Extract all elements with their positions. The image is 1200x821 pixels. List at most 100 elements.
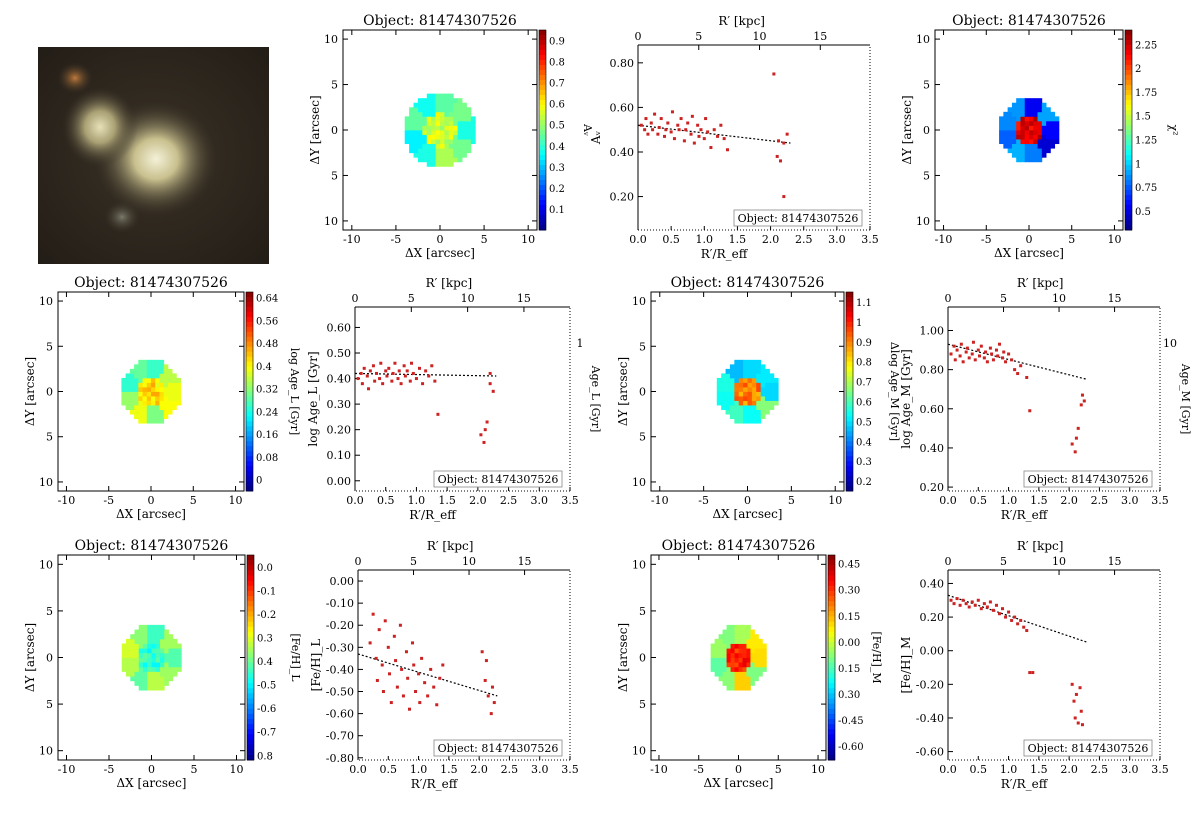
data-point [429, 667, 433, 671]
colorbar-tick-label: 0.5 [856, 417, 872, 428]
data-point [480, 650, 484, 654]
map-pixel [746, 643, 751, 649]
map-pixel [730, 666, 735, 672]
colorbar-segment [1125, 195, 1132, 201]
map-pixel [409, 139, 414, 145]
colorbar-segment [1125, 70, 1132, 76]
map-pixel [167, 400, 173, 406]
map-pixel [440, 130, 445, 135]
map-pixel [142, 377, 148, 383]
colorbar-tick-label: -0.6 [257, 704, 276, 715]
data-point [1073, 450, 1077, 454]
ageL-profile-legend-label: Object: 81474307526 [438, 473, 559, 486]
colorbar-segment [828, 703, 835, 710]
data-point [432, 685, 436, 689]
map-pixel [1016, 107, 1021, 113]
colorbar-segment [846, 466, 853, 472]
data-point [389, 701, 393, 705]
map-pixel [431, 98, 436, 104]
colorbar-segment [247, 647, 254, 653]
colorbar-segment [846, 356, 853, 363]
data-point [644, 117, 648, 121]
map-pixel [159, 414, 165, 420]
colorbar-segment [246, 471, 253, 477]
data-point [988, 346, 992, 350]
map-pixel [734, 662, 739, 668]
data-point [970, 352, 974, 356]
map-pixel [138, 414, 143, 420]
colorbar-tick-label: 0.2 [549, 184, 565, 195]
map-pixel [756, 405, 762, 410]
map-pixel [164, 638, 169, 644]
y-tick-label: 5 [923, 79, 930, 92]
colorbar-segment [828, 616, 835, 623]
map-pixel [163, 405, 169, 410]
map-pixel [1054, 116, 1060, 122]
map-pixel [440, 148, 445, 154]
data-point [417, 672, 421, 676]
map-pixel [448, 134, 454, 140]
colorbar-segment [247, 565, 254, 571]
map-pixel [138, 396, 143, 401]
data-point [426, 694, 430, 698]
map-pixel [1011, 111, 1017, 117]
map-pixel [726, 638, 731, 644]
colorbar-segment [246, 486, 253, 492]
map-pixel [1037, 130, 1043, 135]
map-pixel [742, 662, 747, 668]
colorbar-segment [846, 336, 853, 343]
map-pixel [167, 382, 173, 388]
map-pixel [143, 638, 148, 644]
map-pixel [435, 161, 441, 167]
data-point [689, 132, 693, 136]
map-pixel [722, 634, 727, 640]
map-pixel [409, 120, 414, 126]
colorbar-segment [246, 366, 253, 373]
map-pixel [751, 405, 757, 410]
map-pixel [765, 382, 770, 388]
map-pixel [773, 396, 779, 401]
av-profile-frame [637, 44, 871, 231]
map-pixel [738, 364, 744, 370]
data-point [1010, 358, 1014, 362]
data-point [1004, 360, 1008, 364]
map-pixel [155, 364, 160, 370]
colorbar-segment [539, 95, 546, 101]
map-pixel [754, 657, 759, 663]
colorbar-segment [247, 580, 254, 587]
y-tick-label: 0 [46, 652, 53, 665]
colorbar-segment [846, 416, 853, 422]
map-pixel [1016, 111, 1021, 117]
data-point [418, 701, 422, 705]
data-point [697, 134, 701, 138]
y-tick-label: 10 [324, 33, 338, 46]
colorbar-tick-label: 0.24 [256, 407, 278, 418]
colorbar-segment [1125, 180, 1132, 186]
map-pixel [413, 116, 419, 122]
map-pixel [172, 377, 177, 383]
map-pixel [751, 364, 757, 370]
data-point [412, 663, 416, 667]
map-pixel [1020, 157, 1026, 163]
map-pixel [747, 373, 753, 379]
fehM-map-colorbar-label: [Fe/H]_M [870, 631, 883, 683]
map-pixel [422, 111, 428, 117]
map-pixel [426, 139, 432, 145]
map-pixel [760, 364, 766, 370]
map-pixel [448, 139, 454, 145]
map-pixel [1007, 116, 1013, 122]
map-pixel [734, 676, 739, 682]
y-tick-label: 0 [639, 652, 646, 665]
map-pixel [1020, 107, 1026, 113]
map-pixel [1037, 111, 1043, 117]
colorbar-segment [846, 346, 853, 353]
map-pixel [734, 629, 739, 635]
map-pixel [1050, 125, 1056, 131]
colorbar-segment [1125, 150, 1132, 156]
colorbar-segment [247, 616, 254, 623]
map-pixel [444, 125, 450, 131]
map-pixel [721, 405, 726, 410]
map-pixel [138, 418, 143, 424]
